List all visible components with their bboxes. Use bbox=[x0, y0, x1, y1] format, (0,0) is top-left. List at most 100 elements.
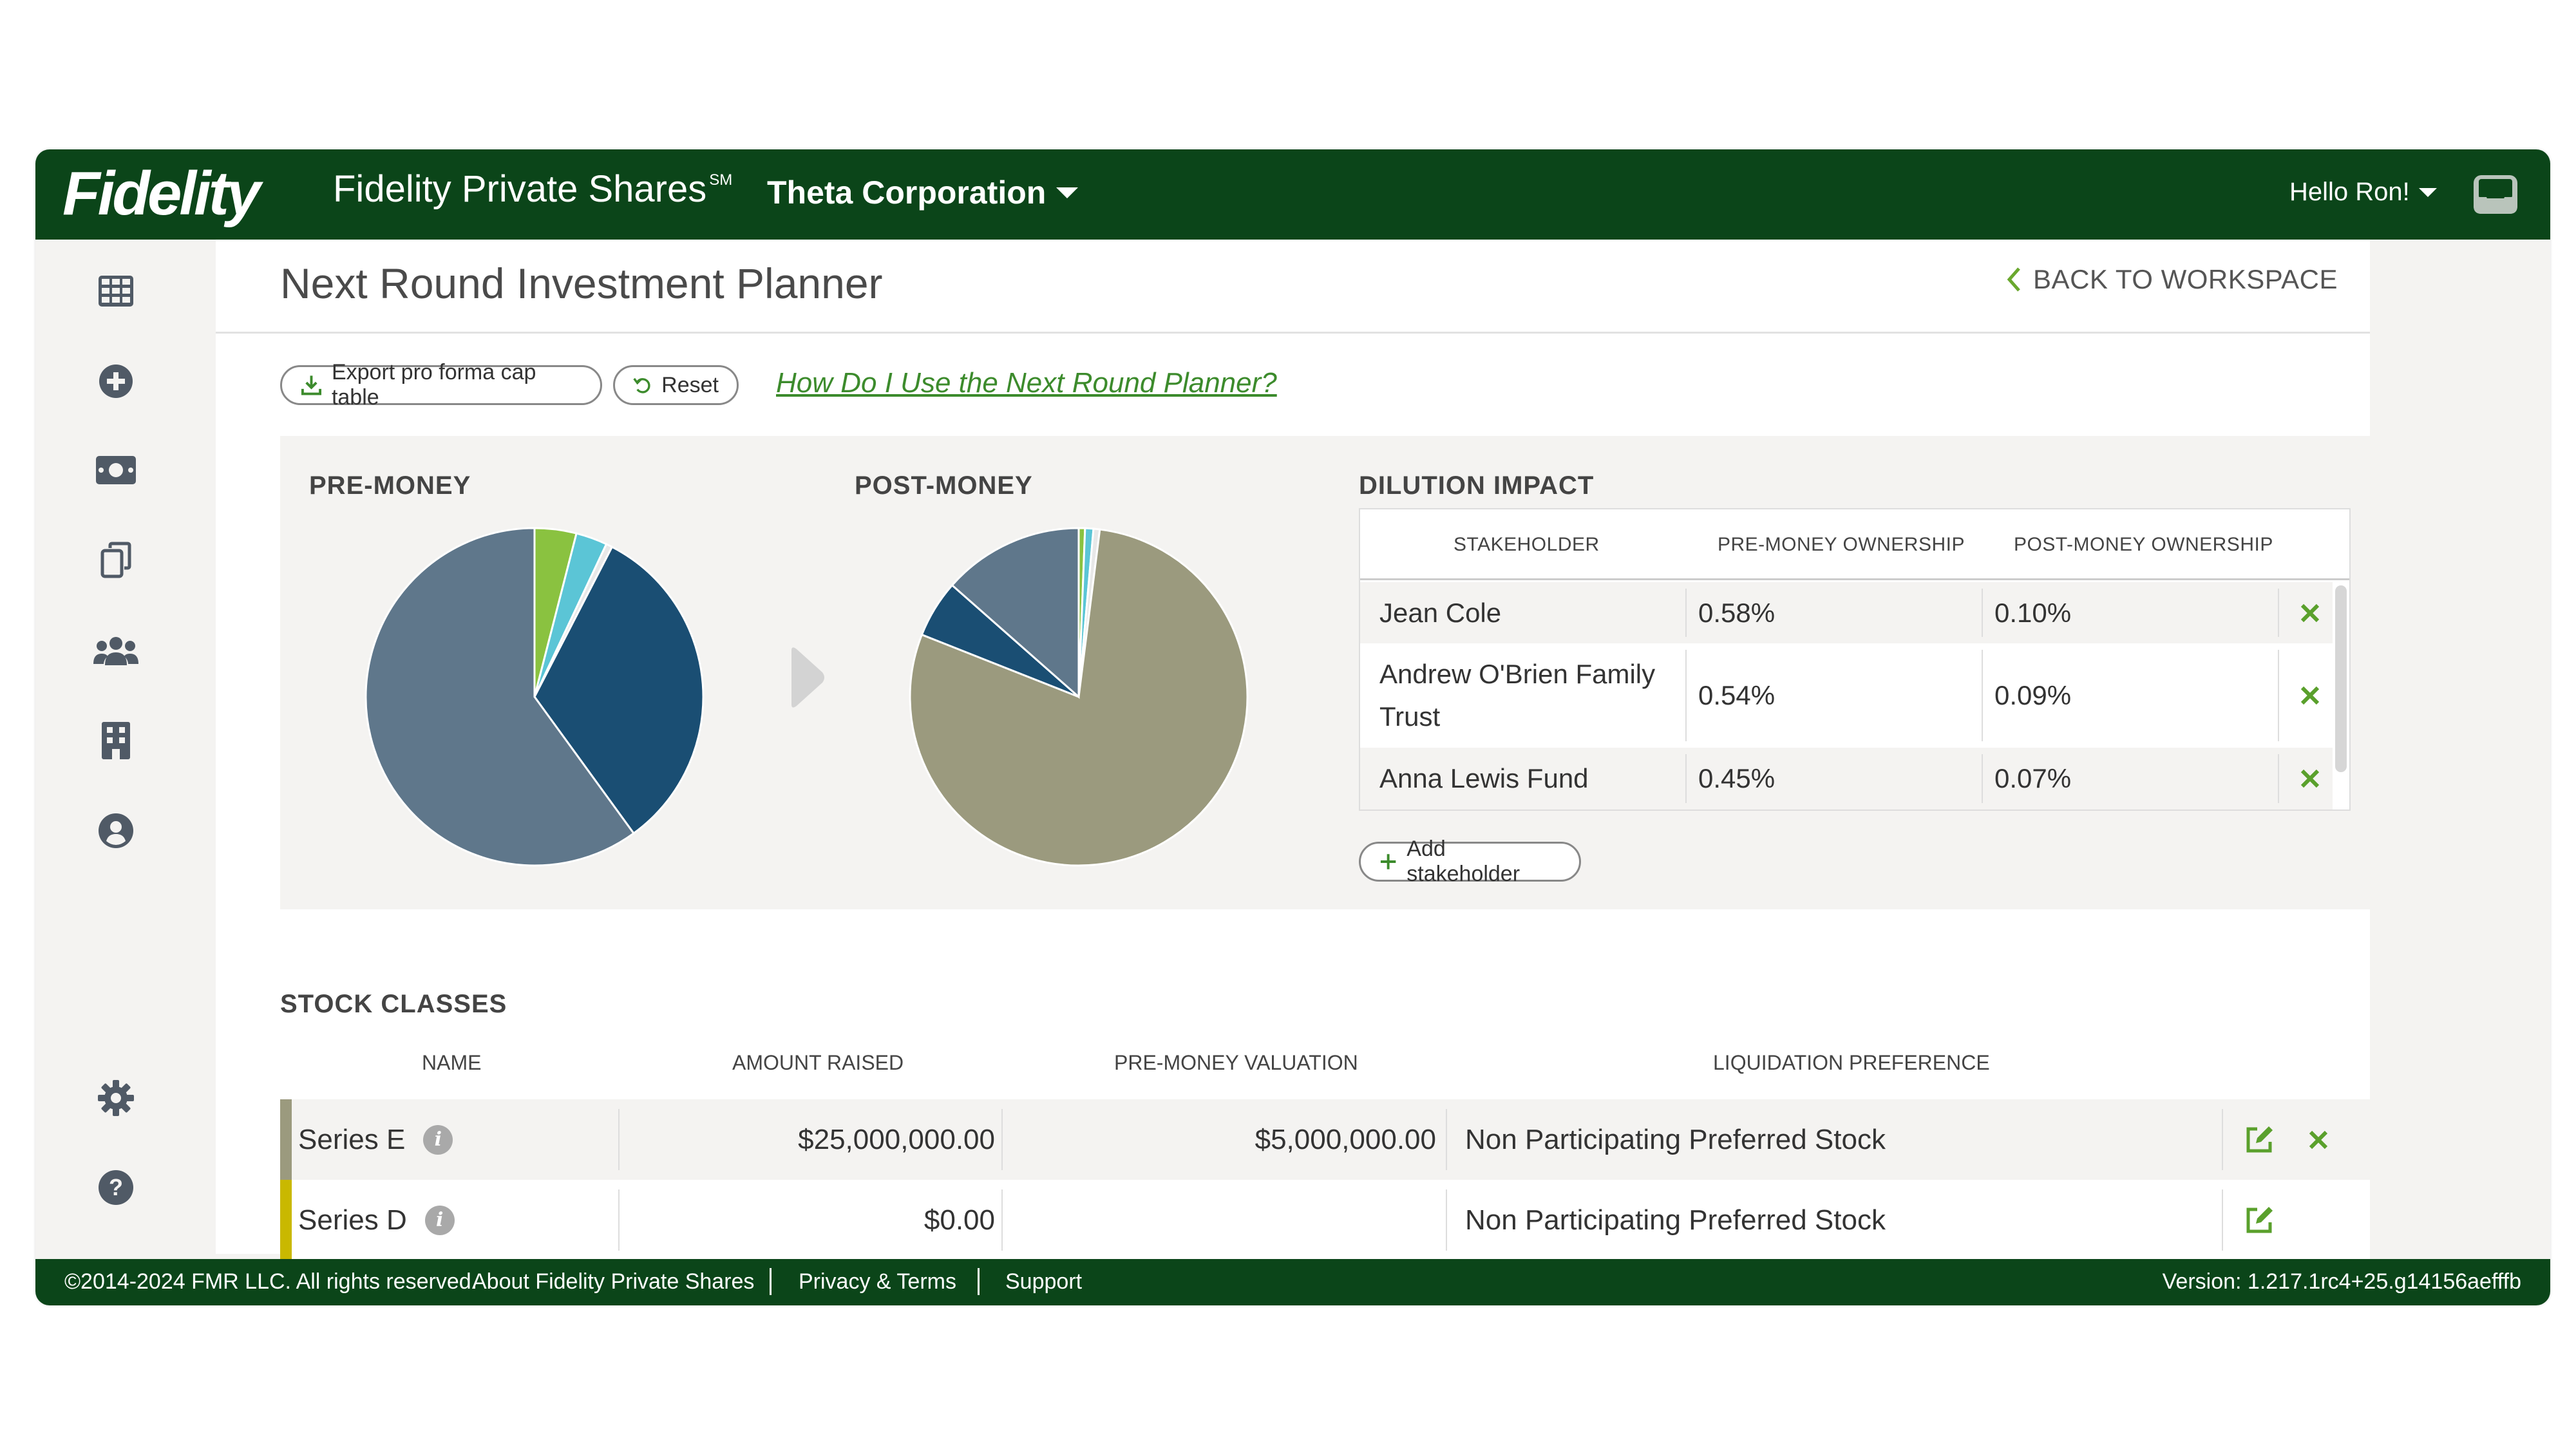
users-icon[interactable] bbox=[90, 625, 142, 676]
export-label: Export pro forma cap table bbox=[331, 360, 536, 410]
divider bbox=[618, 1189, 620, 1251]
col-amount-raised: AMOUNT RAISED bbox=[732, 1051, 904, 1074]
amount-raised: $0.00 bbox=[923, 1204, 995, 1236]
fidelity-logo[interactable]: Fidelity bbox=[62, 159, 261, 228]
planner-panel: PRE-MONEY POST-MONEY DILUTION IMPACT STA… bbox=[280, 436, 2370, 909]
product-name-text: Fidelity Private Shares bbox=[333, 168, 707, 210]
col-pre-money: PRE-MONEY OWNERSHIP bbox=[1718, 534, 1965, 555]
about-link[interactable]: About Fidelity Private Shares bbox=[472, 1269, 755, 1294]
series-name-cell: Series E i bbox=[298, 1099, 453, 1180]
table-row: Anna Lewis Fund 0.45% 0.07% bbox=[1360, 748, 2333, 810]
stakeholder-name: Anna Lewis Fund bbox=[1379, 763, 1589, 793]
series-color-swatch bbox=[280, 1099, 292, 1180]
app-window: Fidelity Fidelity Private Shares SM Theta… bbox=[35, 149, 2550, 1305]
user-menu[interactable]: Hello Ron! bbox=[2289, 178, 2437, 207]
reset-button[interactable]: Reset bbox=[613, 365, 739, 405]
table-row: Andrew O'Brien Family Trust 0.54% 0.09% bbox=[1360, 643, 2333, 748]
footer: ©2014-2024 FMR LLC. All rights reserved.… bbox=[35, 1259, 2550, 1305]
dilution-table: STAKEHOLDER PRE-MONEY OWNERSHIP POST-MON… bbox=[1359, 508, 2351, 811]
help-icon[interactable]: ? bbox=[90, 1162, 142, 1213]
series-name: Series D bbox=[298, 1204, 407, 1236]
download-icon bbox=[301, 375, 322, 395]
plus-circle-icon[interactable] bbox=[90, 355, 142, 407]
sidebar: ? bbox=[35, 240, 216, 1254]
col-post-money: POST-MONEY OWNERSHIP bbox=[2014, 534, 2273, 555]
divider bbox=[978, 1268, 980, 1295]
stakeholder-name-line: Andrew O'Brien Family bbox=[1379, 659, 1656, 689]
chevron-down-icon bbox=[2418, 187, 2437, 197]
product-name: Fidelity Private Shares SM bbox=[333, 167, 732, 211]
add-stakeholder-label: Add stakeholder bbox=[1406, 837, 1520, 886]
grid-icon[interactable] bbox=[90, 265, 142, 317]
pie-slice[interactable] bbox=[365, 527, 636, 867]
col-liquidation-preference: LIQUIDATION PREFERENCE bbox=[1713, 1051, 1990, 1074]
inbox-icon[interactable] bbox=[2470, 169, 2521, 220]
close-icon bbox=[2300, 769, 2320, 788]
pre-money-valuation: $5,000,000.00 bbox=[1255, 1123, 1436, 1155]
divider bbox=[618, 1109, 620, 1170]
divider bbox=[1982, 650, 1983, 741]
edit-button[interactable] bbox=[2243, 1099, 2275, 1180]
main-content: Next Round Investment Planner BACK TO WO… bbox=[216, 240, 2370, 1260]
add-stakeholder-button[interactable]: Add stakeholder bbox=[1359, 837, 1581, 886]
liquidation-preference: Non Participating Preferred Stock bbox=[1465, 1204, 1886, 1236]
post-money-label: POST-MONEY bbox=[855, 471, 1033, 500]
dilution-table-header: STAKEHOLDER PRE-MONEY OWNERSHIP POST-MON… bbox=[1360, 509, 2349, 580]
stakeholder-name-line: Trust bbox=[1379, 701, 1441, 732]
back-to-workspace-link[interactable]: BACK TO WORKSPACE bbox=[2006, 264, 2338, 295]
divider bbox=[1982, 589, 1983, 637]
col-stakeholder: STAKEHOLDER bbox=[1454, 534, 1600, 555]
divider bbox=[2278, 589, 2279, 637]
series-name: Series E bbox=[298, 1123, 406, 1155]
divider bbox=[1685, 650, 1687, 741]
plus-icon bbox=[1380, 854, 1396, 869]
remove-stakeholder-button[interactable] bbox=[2297, 582, 2323, 643]
export-button[interactable]: Export pro forma cap table bbox=[280, 360, 602, 410]
pie-slice[interactable] bbox=[951, 527, 1080, 699]
liquidation-preference: Non Participating Preferred Stock bbox=[1465, 1123, 1886, 1155]
privacy-terms-link[interactable]: Privacy & Terms bbox=[799, 1269, 956, 1294]
gear-icon[interactable] bbox=[90, 1072, 142, 1124]
remove-stakeholder-button[interactable] bbox=[2297, 643, 2323, 748]
back-link-label: BACK TO WORKSPACE bbox=[2033, 264, 2338, 294]
edit-button[interactable] bbox=[2243, 1180, 2275, 1260]
table-row: Jean Cole 0.58% 0.10% bbox=[1360, 582, 2333, 643]
building-icon[interactable] bbox=[90, 715, 142, 766]
info-icon[interactable]: i bbox=[424, 1205, 455, 1235]
company-selector[interactable]: Theta Corporation bbox=[767, 174, 1079, 211]
pre-money-pie-chart bbox=[365, 527, 705, 867]
copy-icon[interactable] bbox=[90, 535, 142, 586]
divider bbox=[2222, 1189, 2223, 1251]
divider bbox=[1001, 1109, 1003, 1170]
undo-icon bbox=[633, 377, 650, 393]
post-ownership: 0.10% bbox=[1994, 597, 2072, 628]
close-icon bbox=[2309, 1130, 2328, 1149]
money-icon[interactable] bbox=[90, 444, 142, 496]
remove-stakeholder-button[interactable] bbox=[2297, 748, 2323, 810]
user-circle-icon[interactable] bbox=[90, 805, 142, 857]
divider bbox=[2278, 754, 2279, 803]
divider bbox=[1685, 754, 1687, 803]
divider bbox=[1982, 754, 1983, 803]
pie-slice[interactable] bbox=[533, 545, 705, 835]
support-link[interactable]: Support bbox=[1005, 1269, 1083, 1294]
series-color-swatch bbox=[280, 1180, 292, 1260]
post-ownership: 0.09% bbox=[1994, 680, 2072, 710]
greeting: Hello Ron! bbox=[2289, 178, 2410, 206]
reset-label: Reset bbox=[661, 372, 719, 397]
col-name: NAME bbox=[422, 1051, 482, 1074]
table-row: Series D i $0.00 Non Participating Prefe… bbox=[280, 1180, 2370, 1260]
help-link[interactable]: How Do I Use the Next Round Planner? bbox=[776, 367, 1277, 399]
pre-ownership: 0.45% bbox=[1698, 763, 1776, 793]
divider bbox=[1446, 1109, 1447, 1170]
pre-ownership: 0.54% bbox=[1698, 680, 1776, 710]
close-icon bbox=[2300, 686, 2320, 705]
page-title: Next Round Investment Planner bbox=[280, 260, 883, 307]
scrollbar[interactable] bbox=[2335, 585, 2347, 772]
divider bbox=[770, 1268, 772, 1295]
post-money-pie-chart bbox=[909, 527, 1249, 867]
delete-button[interactable] bbox=[2306, 1099, 2331, 1180]
table-row: Series E i $25,000,000.00 $5,000,000.00 … bbox=[280, 1099, 2370, 1180]
stock-classes-title: STOCK CLASSES bbox=[280, 990, 507, 1018]
info-icon[interactable]: i bbox=[423, 1124, 453, 1155]
